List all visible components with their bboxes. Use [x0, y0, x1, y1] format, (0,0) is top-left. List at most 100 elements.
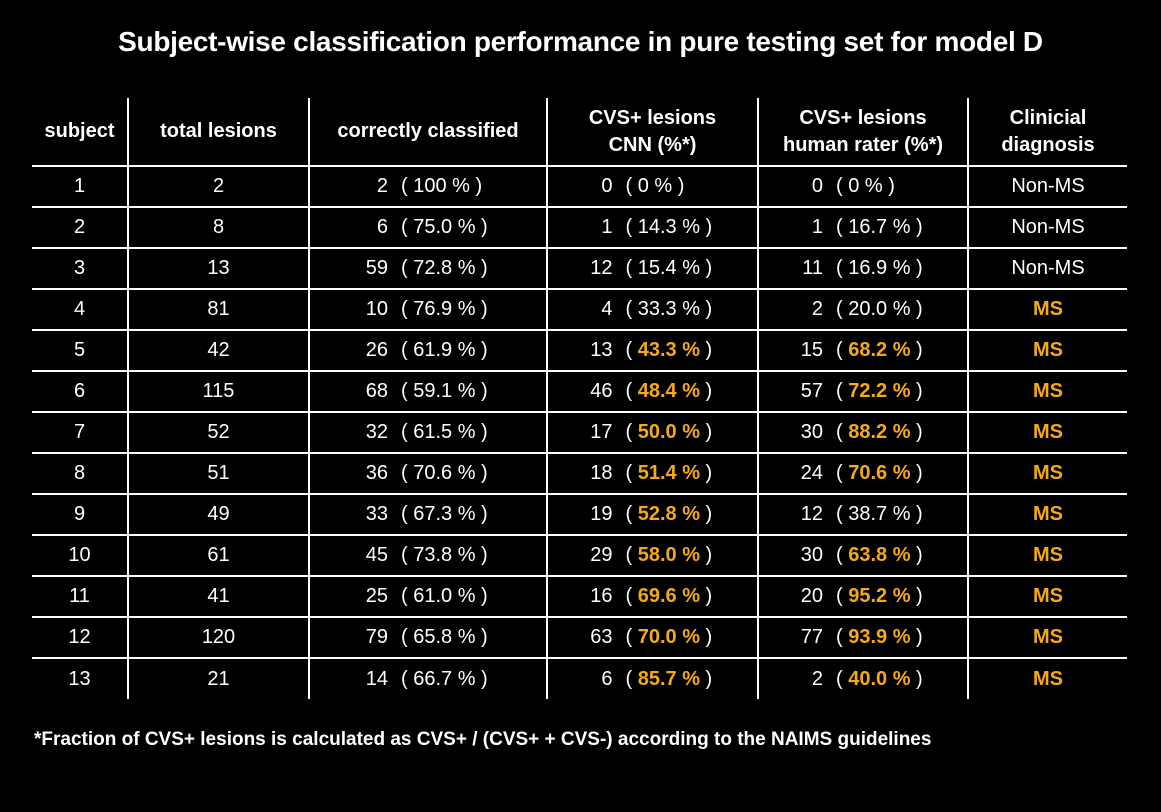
close-paren: ) [910, 298, 923, 320]
lesion-percentage: 93.9 % [848, 626, 911, 648]
lesion-percentage: 66.7 % [413, 667, 476, 690]
diagnosis-cell: MS [968, 453, 1127, 495]
correctly-classified-cell: 45 ( 73.8 % ) [309, 535, 548, 577]
open-paren: ( [401, 257, 414, 279]
lesion-percentage: 48.4 % [637, 380, 700, 402]
diagnosis-cell: MS [968, 412, 1127, 454]
close-paren: ) [699, 667, 713, 690]
open-paren: ( [401, 175, 414, 197]
diagnosis-cell: MS [968, 576, 1127, 618]
count-with-percentage: 12 ( 38.7 % ) [779, 503, 947, 526]
lesion-count: 25 [365, 585, 388, 607]
lesion-percentage: 72.8 % [413, 257, 476, 279]
lesion-percentage: 88.2 % [848, 421, 911, 443]
table-row: 5 42 26 ( 61.9 % ) 13 ( 43.3 % ) 15 ( 68.2 … [32, 330, 1127, 372]
count-with-percentage: 30 ( 88.2 % ) [779, 421, 947, 444]
total-lesions-cell: 115 [128, 371, 310, 413]
count-with-percentage: 19 ( 52.8 % ) [569, 503, 737, 526]
lesion-percentage: 52.8 % [637, 503, 700, 525]
lesion-count: 0 [811, 175, 823, 197]
close-paren: ) [699, 503, 713, 525]
lesion-percentage: 15.4 % [637, 257, 700, 279]
cvs-cnn-cell: 0 ( 0 % ) [547, 166, 759, 208]
open-paren: ( [836, 585, 849, 607]
count-with-percentage: 18 ( 51.4 % ) [569, 462, 737, 485]
count-with-percentage: 0 ( 0 % ) [569, 175, 737, 198]
diagnosis-cell: MS [1033, 667, 1063, 690]
lesion-count: 11 [802, 257, 823, 279]
lesion-percentage: 50.0 % [637, 421, 700, 443]
close-paren: ) [672, 175, 685, 197]
open-paren: ( [401, 503, 414, 525]
cvs-human-rater-cell: 30 ( 63.8 % ) [758, 535, 969, 577]
open-paren: ( [625, 298, 638, 320]
header-row: subject total lesions correctly classifi… [32, 98, 1127, 167]
close-paren: ) [910, 380, 923, 402]
close-paren: ) [475, 257, 488, 279]
total-lesions-cell: 51 [128, 453, 310, 495]
lesion-percentage: 0 % [637, 175, 673, 197]
close-paren: ) [699, 544, 713, 566]
lesion-percentage: 51.4 % [637, 462, 700, 484]
table-body: 1 2 2( 100 % ) 0( 0 % ) 0( 0 % ) Non-MS … [32, 166, 1127, 699]
total-lesions-cell: 13 [128, 248, 310, 290]
lesion-count: 15 [800, 339, 823, 361]
count-with-percentage: 59 ( 72.8 % ) [344, 257, 512, 280]
lesion-count: 26 [365, 339, 388, 361]
cvs-human-rater-cell: 2 ( 20.0 % ) [758, 289, 969, 331]
lesion-count: 6 [601, 667, 613, 690]
lesion-percentage: 65.8 % [413, 626, 476, 648]
lesion-count: 4 [601, 298, 613, 320]
close-paren: ) [910, 462, 923, 484]
lesion-count: 13 [590, 339, 613, 361]
correctly-classified-cell: 33 ( 67.3 % ) [309, 494, 548, 536]
total-lesions-cell: 52 [128, 412, 310, 454]
lesion-count: 30 [800, 544, 823, 566]
open-paren: ( [401, 421, 414, 443]
subject-cell: 8 [32, 453, 129, 495]
open-paren: ( [401, 298, 414, 320]
col-header-subject: subject [32, 98, 129, 167]
open-paren: ( [625, 585, 638, 607]
lesion-count: 12 [800, 503, 823, 525]
lesion-count: 17 [590, 421, 613, 443]
table-row: 2 8 6( 75.0 % ) 1( 14.3 % ) 1( 16.7 % ) … [32, 207, 1127, 249]
count-with-percentage: 24 ( 70.6 % ) [779, 462, 947, 485]
lesion-count: 79 [365, 626, 388, 648]
close-paren: ) [882, 175, 895, 197]
cvs-cnn-cell: 17 ( 50.0 % ) [547, 412, 759, 454]
lesion-count: 33 [365, 503, 388, 525]
cvs-cnn-cell: 63 ( 70.0 % ) [547, 617, 759, 659]
diagnosis-cell: Non-MS [968, 207, 1127, 249]
table-row: 13 21 14 ( 66.7 % ) 6 ( 85.7 % ) 2 ( 40.0 %… [32, 658, 1127, 699]
correctly-classified-cell: 79 ( 65.8 % ) [309, 617, 548, 659]
lesion-count: 59 [365, 257, 388, 279]
lesion-count: 2 [376, 175, 388, 197]
open-paren: ( [625, 503, 638, 525]
table-row: 8 51 36 ( 70.6 % ) 18 ( 51.4 % ) 24 ( 70.6 … [32, 453, 1127, 495]
cvs-human-rater-cell: 0 ( 0 % ) [758, 166, 969, 208]
count-with-percentage: 10 ( 76.9 % ) [344, 298, 512, 321]
open-paren: ( [401, 667, 414, 690]
lesion-percentage: 73.8 % [413, 544, 476, 566]
lesion-count: 57 [800, 380, 823, 402]
lesion-count: 1 [811, 216, 823, 238]
close-paren: ) [910, 585, 923, 607]
lesion-percentage: 33.3 % [637, 298, 700, 320]
lesion-count: 46 [590, 380, 613, 402]
close-paren: ) [475, 503, 488, 525]
close-paren: ) [475, 339, 488, 361]
open-paren: ( [836, 380, 849, 402]
subject-cell: 12 [32, 617, 129, 659]
table-row: 6 115 68 ( 59.1 % ) 46 ( 48.4 % ) 57 ( 72.2… [32, 371, 1127, 413]
close-paren: ) [910, 667, 923, 690]
correctly-classified-cell: 26 ( 61.9 % ) [309, 330, 548, 372]
close-paren: ) [475, 667, 488, 690]
col-header-total-lesions: total lesions [128, 98, 310, 167]
lesion-count: 36 [365, 462, 388, 484]
lesion-count: 24 [800, 462, 823, 484]
close-paren: ) [910, 216, 923, 238]
lesion-percentage: 76.9 % [413, 298, 476, 320]
close-paren: ) [910, 257, 923, 279]
